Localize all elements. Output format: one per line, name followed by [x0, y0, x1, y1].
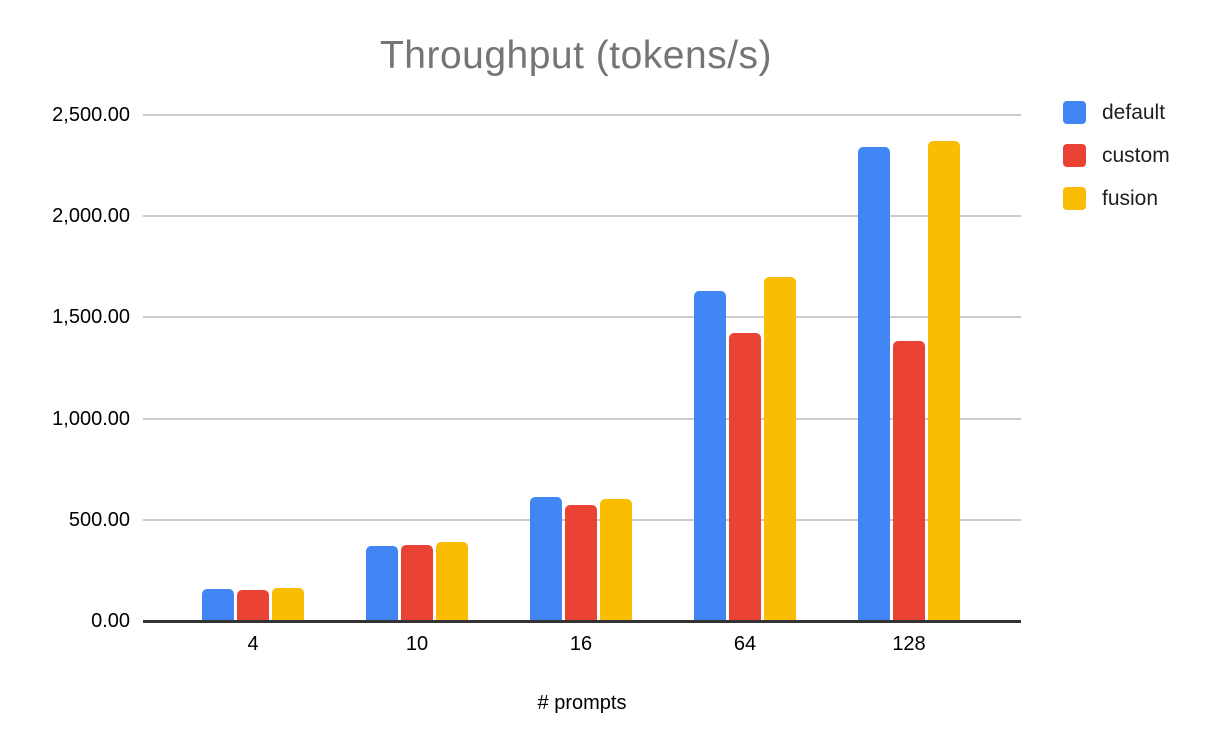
- bar-custom-64[interactable]: [729, 333, 761, 621]
- bar-default-128[interactable]: [858, 147, 890, 621]
- bar-fusion-4[interactable]: [272, 588, 304, 621]
- x-tick-label-128: 128: [892, 633, 926, 655]
- y-tick-label: 2,000.00: [52, 205, 130, 227]
- chart-title: Throughput (tokens/s): [379, 34, 773, 77]
- bar-custom-10[interactable]: [401, 545, 433, 621]
- legend: default custom fusion: [1063, 101, 1170, 210]
- y-tick-label: 0.00: [91, 610, 130, 632]
- bar-fusion-128[interactable]: [928, 141, 960, 621]
- gridline-1000: [143, 418, 1021, 420]
- x-tick-label-4: 4: [247, 633, 259, 655]
- legend-item-custom[interactable]: custom: [1063, 144, 1170, 167]
- bar-default-10[interactable]: [366, 546, 398, 621]
- x-tick-label-64: 64: [733, 633, 757, 655]
- legend-label: fusion: [1102, 187, 1159, 210]
- y-tick-label: 500.00: [68, 509, 130, 531]
- legend-item-fusion[interactable]: fusion: [1063, 187, 1170, 210]
- legend-swatch-custom: [1063, 144, 1086, 167]
- y-tick-label: 1,500.00: [52, 306, 130, 328]
- bar-group-16: [530, 497, 632, 621]
- bar-fusion-16[interactable]: [600, 499, 632, 621]
- legend-label: custom: [1102, 144, 1170, 167]
- bar-fusion-64[interactable]: [764, 277, 796, 621]
- legend-item-default[interactable]: default: [1063, 101, 1170, 124]
- bar-custom-16[interactable]: [565, 505, 597, 621]
- bar-custom-128[interactable]: [893, 341, 925, 621]
- bar-default-4[interactable]: [202, 589, 234, 621]
- bar-group-128: [858, 141, 960, 621]
- y-tick-label: 1,000.00: [52, 408, 130, 430]
- x-tick-label-16: 16: [569, 633, 593, 655]
- legend-swatch-default: [1063, 101, 1086, 124]
- x-tick-label-10: 10: [405, 633, 429, 655]
- bar-fusion-10[interactable]: [436, 542, 468, 621]
- gridline-1500: [143, 316, 1021, 318]
- x-axis-title: # prompts: [537, 692, 627, 714]
- bar-group-64: [694, 277, 796, 621]
- legend-label: default: [1102, 101, 1166, 124]
- gridline-2500: [143, 114, 1021, 116]
- bar-group-4: [202, 588, 304, 621]
- bar-custom-4[interactable]: [237, 590, 269, 621]
- y-tick-label: 2,500.00: [52, 104, 130, 126]
- legend-swatch-fusion: [1063, 187, 1086, 210]
- x-axis-line: [143, 620, 1021, 623]
- gridline-2000: [143, 215, 1021, 217]
- bar-group-10: [366, 542, 468, 621]
- bar-default-16[interactable]: [530, 497, 562, 621]
- bar-default-64[interactable]: [694, 291, 726, 621]
